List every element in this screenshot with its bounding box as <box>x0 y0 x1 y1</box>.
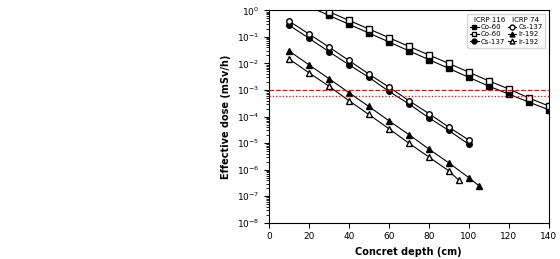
Y-axis label: Effective dose (mSv/h): Effective dose (mSv/h) <box>221 54 231 179</box>
Legend: Co-60, Co-60, Cs-137, Cs-137, Ir-192, Ir-192: Co-60, Co-60, Cs-137, Cs-137, Ir-192, Ir… <box>468 14 545 48</box>
X-axis label: Concret depth (cm): Concret depth (cm) <box>356 247 462 257</box>
